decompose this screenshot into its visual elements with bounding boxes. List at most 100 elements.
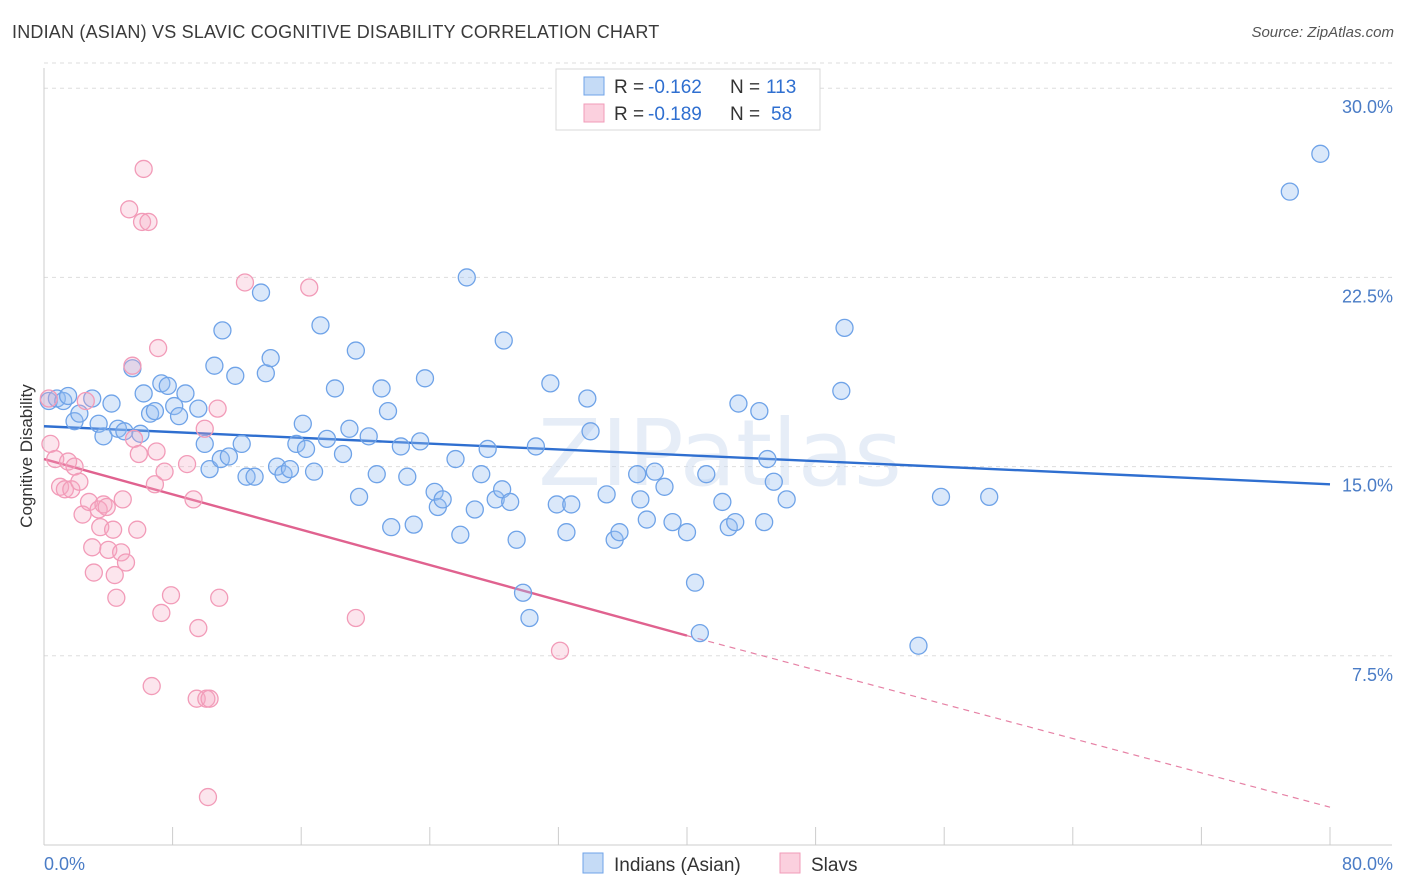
indians-point [293, 414, 312, 433]
slavs-point [184, 490, 203, 509]
indians-point [189, 399, 208, 418]
slavs-trend-extension [686, 635, 1331, 808]
indians-point [311, 316, 330, 335]
slavs-point [112, 543, 131, 562]
legend-n-label-1: N = [730, 77, 760, 98]
chart-title: INDIAN (ASIAN) VS SLAVIC COGNITIVE DISAB… [12, 22, 660, 42]
indians-point [755, 512, 774, 532]
indians-point [261, 348, 280, 368]
indians-point [433, 490, 452, 509]
indians-point [287, 434, 306, 454]
indians-point [541, 374, 560, 393]
slavs-point [84, 563, 103, 582]
slavs-point [139, 212, 158, 232]
indians-point [472, 465, 491, 484]
slavs-point [120, 200, 139, 219]
indians-point [317, 429, 337, 449]
trend-lines [43, 425, 1331, 808]
indians-point [382, 518, 401, 537]
legend: R = -0.162 N = 113 R = -0.189 N = 58 [555, 68, 821, 131]
indians-point [513, 583, 533, 602]
indians-point [1311, 144, 1330, 163]
indians-point [349, 487, 369, 507]
indians-point [195, 434, 214, 454]
slavs-point [79, 492, 99, 512]
indians-point [169, 407, 189, 426]
indians-point [713, 492, 732, 512]
slavs-point [147, 442, 166, 461]
indians-point [697, 465, 716, 484]
indians-point [280, 459, 300, 479]
slavs-point [129, 444, 148, 464]
slavs-point [145, 475, 165, 494]
y-tick-label: 30.0% [1342, 97, 1393, 117]
slavs-point [105, 565, 124, 585]
bottom-legend-swatch-indians [582, 852, 604, 874]
slavs-point [208, 399, 227, 418]
slavs-point [195, 419, 214, 438]
legend-swatch-slavs [583, 103, 605, 123]
bottom-legend-label-slavs: Slavs [811, 855, 857, 876]
slavs-point [94, 495, 113, 514]
x-tick-label-min: 0.0% [44, 854, 85, 874]
indians-point [597, 485, 616, 504]
indians-point [58, 386, 78, 406]
legend-r-value-1: -0.162 [648, 77, 702, 98]
indians-point [134, 384, 153, 403]
slavs-point [177, 454, 197, 474]
indians-point [1280, 182, 1299, 201]
legend-n-label-2: N = [730, 104, 760, 125]
axes [43, 68, 1392, 846]
watermark: ZIPatlas [538, 400, 902, 507]
indians-point [637, 510, 656, 529]
slavs-point [300, 278, 319, 297]
indians-point [158, 376, 177, 396]
slavs-point [124, 429, 144, 449]
indians-point [729, 394, 748, 413]
y-tick-labels: 7.5% 15.0% 22.5% 30.0% [1342, 97, 1393, 685]
indians-point [205, 356, 224, 375]
slavs-point [76, 391, 95, 411]
slavs-point [123, 356, 142, 375]
indians-point [645, 462, 664, 481]
y-tick-label: 7.5% [1352, 665, 1393, 685]
indians-point [145, 401, 165, 421]
indians-point [451, 525, 470, 544]
indians-point [628, 465, 647, 484]
indians-point [367, 465, 386, 484]
slavs-trend-line [43, 457, 688, 637]
data-points [39, 144, 1330, 807]
slavs-point [155, 462, 174, 481]
indians-trend-line [43, 425, 1331, 486]
indians-point [655, 477, 674, 496]
indians-point [391, 437, 411, 456]
slavs-point [148, 338, 168, 358]
indians-point [94, 427, 113, 446]
indians-point [346, 341, 366, 360]
slavs-point [346, 608, 366, 628]
slavs-point [235, 273, 255, 292]
indians-point [581, 422, 600, 441]
indians-point [832, 381, 851, 401]
slavs-point [65, 457, 84, 476]
indians-point [465, 500, 484, 519]
indians-point [359, 427, 378, 446]
bottom-legend-swatch-slavs [779, 852, 801, 874]
indians-point [663, 512, 682, 532]
slavs-point [113, 490, 132, 509]
slavs-point [550, 641, 570, 660]
slavs-point [116, 553, 136, 572]
slavs-point [97, 497, 116, 517]
indians-point [677, 523, 697, 542]
indians-point [750, 401, 769, 421]
indians-point [340, 419, 359, 438]
indians-point [501, 492, 520, 512]
slavs-point [161, 586, 181, 605]
indians-point [219, 447, 239, 466]
indians-point [457, 268, 476, 287]
indians-point [251, 283, 271, 302]
slavs-point [134, 159, 153, 179]
y-axis-label: Cognitive Disability [17, 384, 36, 528]
indians-point [764, 472, 783, 491]
